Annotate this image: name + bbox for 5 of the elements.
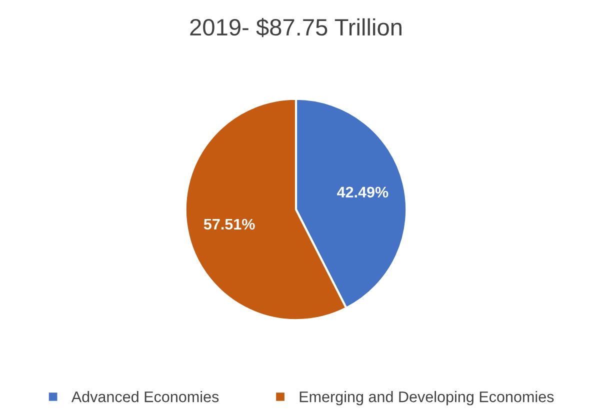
legend-label: Advanced Economies <box>71 391 219 402</box>
legend-label: Emerging and Developing Economies <box>300 391 554 406</box>
chart-title: 2019- $87.75 Trillion <box>190 18 402 38</box>
data-label: 42.49% <box>337 186 388 198</box>
data-label: 57.51% <box>204 218 255 230</box>
